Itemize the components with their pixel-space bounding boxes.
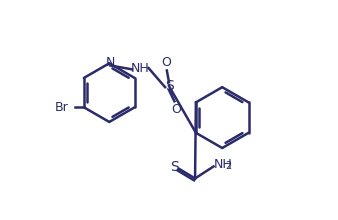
Text: NH: NH [214, 158, 233, 171]
Text: N: N [105, 56, 115, 69]
Text: O: O [172, 103, 182, 116]
Text: Br: Br [55, 101, 69, 114]
Text: S: S [165, 79, 173, 93]
Text: O: O [161, 56, 171, 69]
Text: S: S [170, 160, 179, 174]
Text: NH: NH [131, 62, 150, 75]
Text: 2: 2 [226, 161, 232, 171]
